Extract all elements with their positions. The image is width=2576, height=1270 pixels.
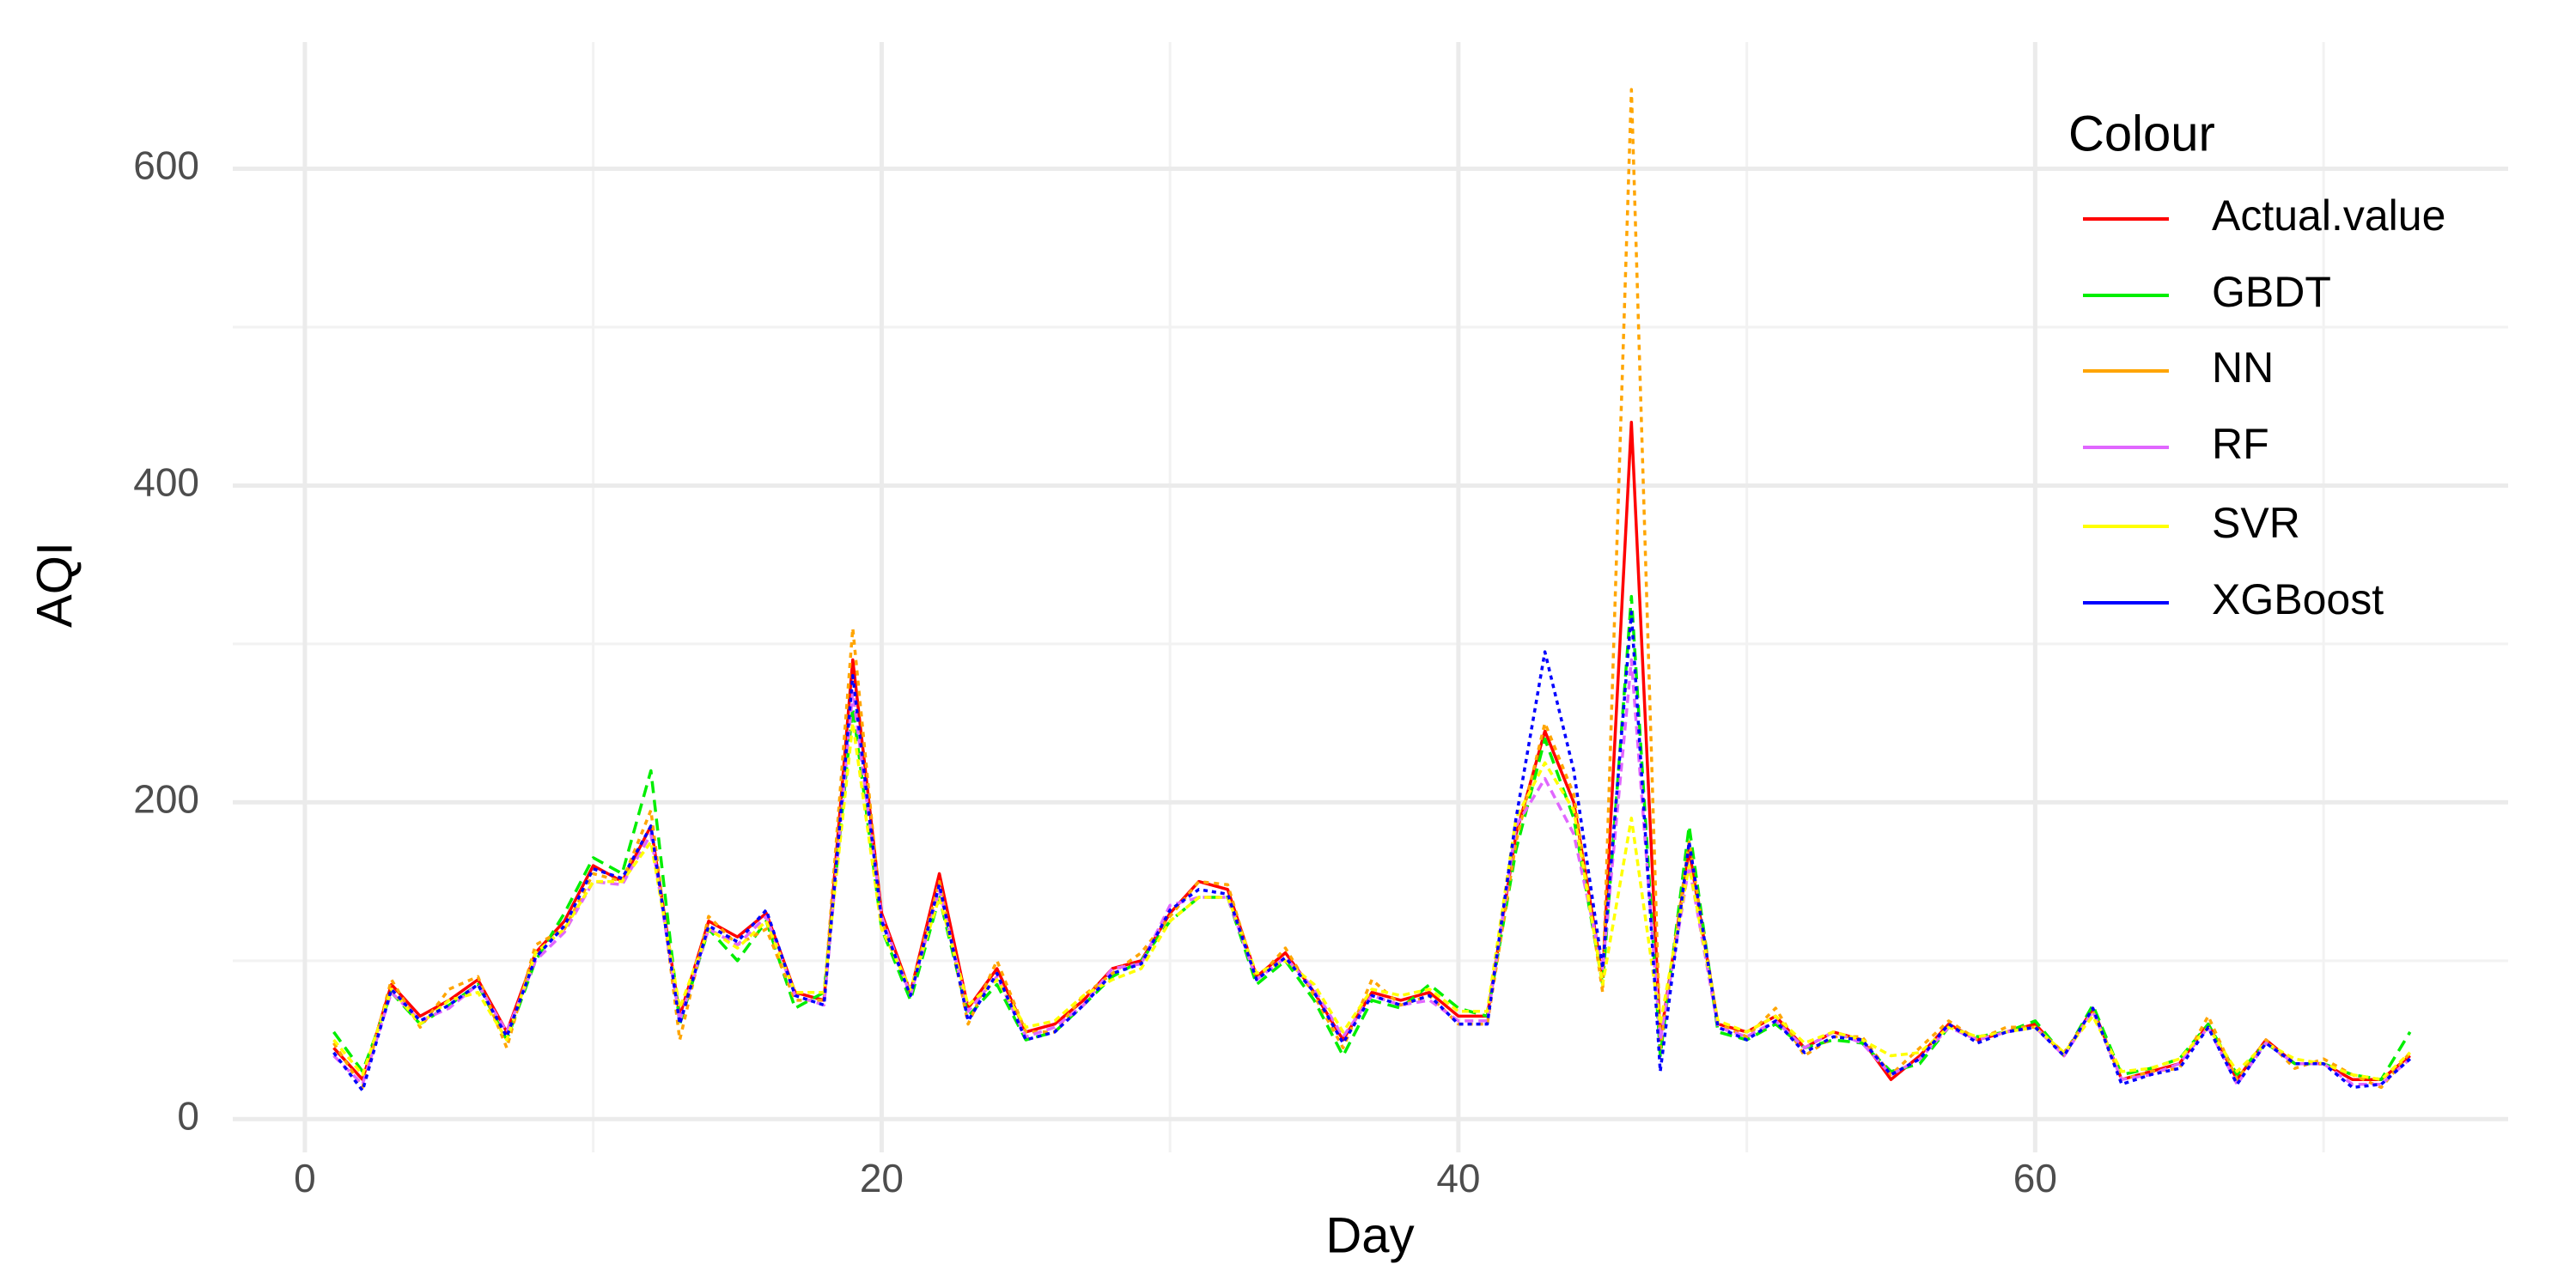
x-tick-label: 60 [2013,1156,2057,1200]
y-tick-label: 200 [133,777,199,822]
legend-label: RF [2212,420,2269,468]
series-line [332,658,2411,1086]
legend-label: NN [2212,343,2274,392]
x-tick-label: 40 [1436,1156,1480,1200]
series-line [332,88,2412,1090]
legend-label: Actual.value [2212,191,2445,240]
y-tick-label: 400 [133,460,199,505]
legend-label: SVR [2212,499,2300,547]
y-tick-label: 0 [177,1093,199,1138]
x-tick-label: 0 [294,1156,316,1200]
x-axis-title: Day [1325,1207,1414,1263]
series-line [332,611,2411,1092]
y-axis-title: AQI [27,542,82,628]
y-tick-label: 600 [133,143,199,188]
legend-label: XGBoost [2212,575,2384,623]
x-tick-label: 20 [860,1156,904,1200]
legend-title: Colour [2068,106,2215,161]
series-line [332,594,2412,1081]
series-line [332,721,2411,1081]
legend-label: GBDT [2212,268,2331,316]
